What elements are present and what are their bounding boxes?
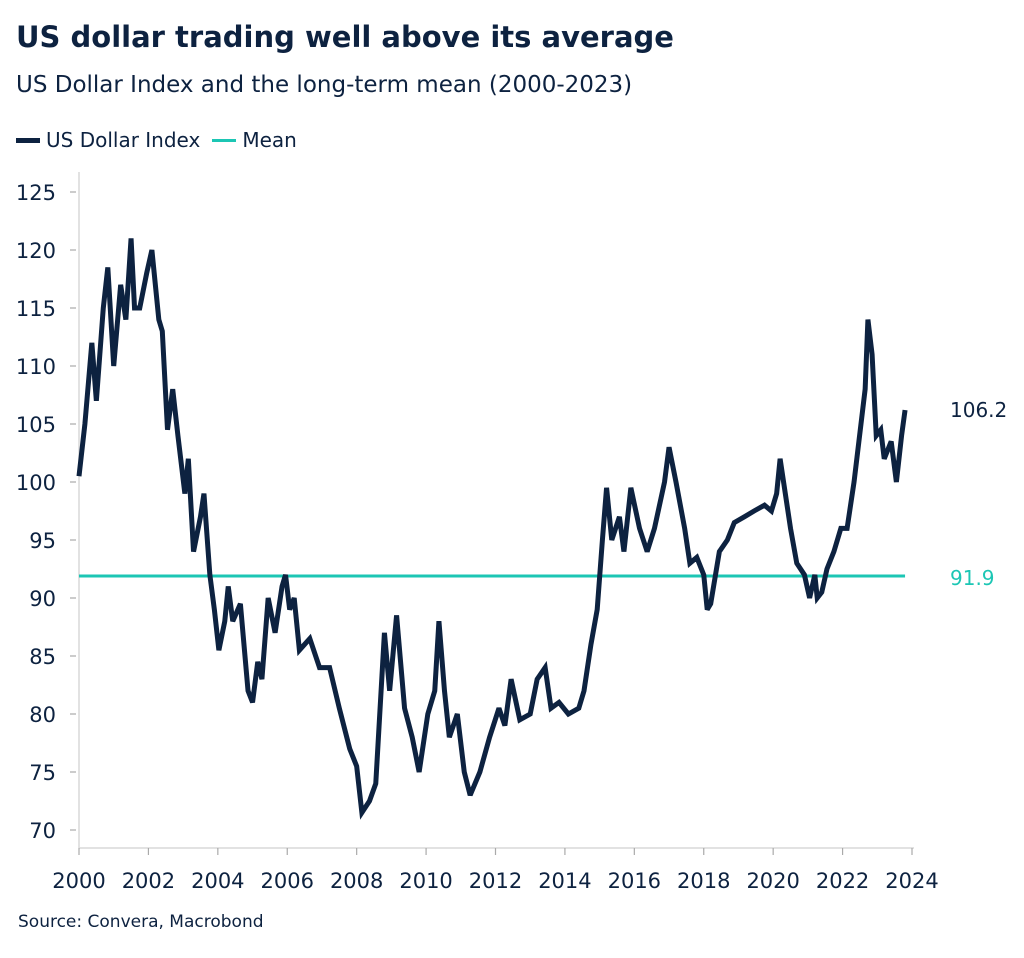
y-tick-label: 70 [29, 819, 56, 843]
x-tick-label: 2002 [122, 869, 175, 893]
x-tick-label: 2024 [885, 869, 938, 893]
usd-index-line [76, 238, 908, 820]
y-tick-label: 110 [16, 355, 56, 379]
legend-swatch-usd [16, 137, 40, 143]
x-tick-label: 2012 [469, 869, 522, 893]
y-tick-label: 100 [16, 471, 56, 495]
legend-label-usd: US Dollar Index [46, 128, 201, 152]
y-tick-label: 105 [16, 413, 56, 437]
usd-end-label: 106.2 [950, 398, 1007, 422]
x-tick-label: 2020 [746, 869, 799, 893]
chart-subtitle: US Dollar Index and the long-term mean (… [16, 72, 633, 98]
x-tick-label: 2000 [52, 869, 105, 893]
chart-title: US dollar trading well above its average [16, 20, 674, 54]
x-tick-label: 2006 [261, 869, 314, 893]
y-tick-label: 85 [29, 645, 56, 669]
x-tick-label: 2004 [191, 869, 244, 893]
x-tick-label: 2018 [677, 869, 730, 893]
y-tick-label: 115 [16, 297, 56, 321]
y-tick-label: 75 [29, 761, 56, 785]
mean-end-label: 91.9 [950, 566, 995, 590]
x-tick-label: 2008 [330, 869, 383, 893]
y-tick-label: 125 [16, 181, 56, 205]
legend-label-mean: Mean [242, 128, 297, 152]
x-tick-label: 2010 [399, 869, 452, 893]
y-tick-label: 80 [29, 703, 56, 727]
x-tick-label: 2016 [608, 869, 661, 893]
legend-swatch-mean [212, 138, 237, 142]
source-note: Source: Convera, Macrobond [18, 912, 264, 932]
legend: US Dollar Index Mean [16, 128, 297, 152]
y-tick-label: 90 [29, 587, 56, 611]
x-tick-label: 2014 [538, 869, 591, 893]
y-tick-label: 120 [16, 239, 56, 263]
y-tick-label: 95 [29, 529, 56, 553]
x-tick-label: 2022 [816, 869, 869, 893]
